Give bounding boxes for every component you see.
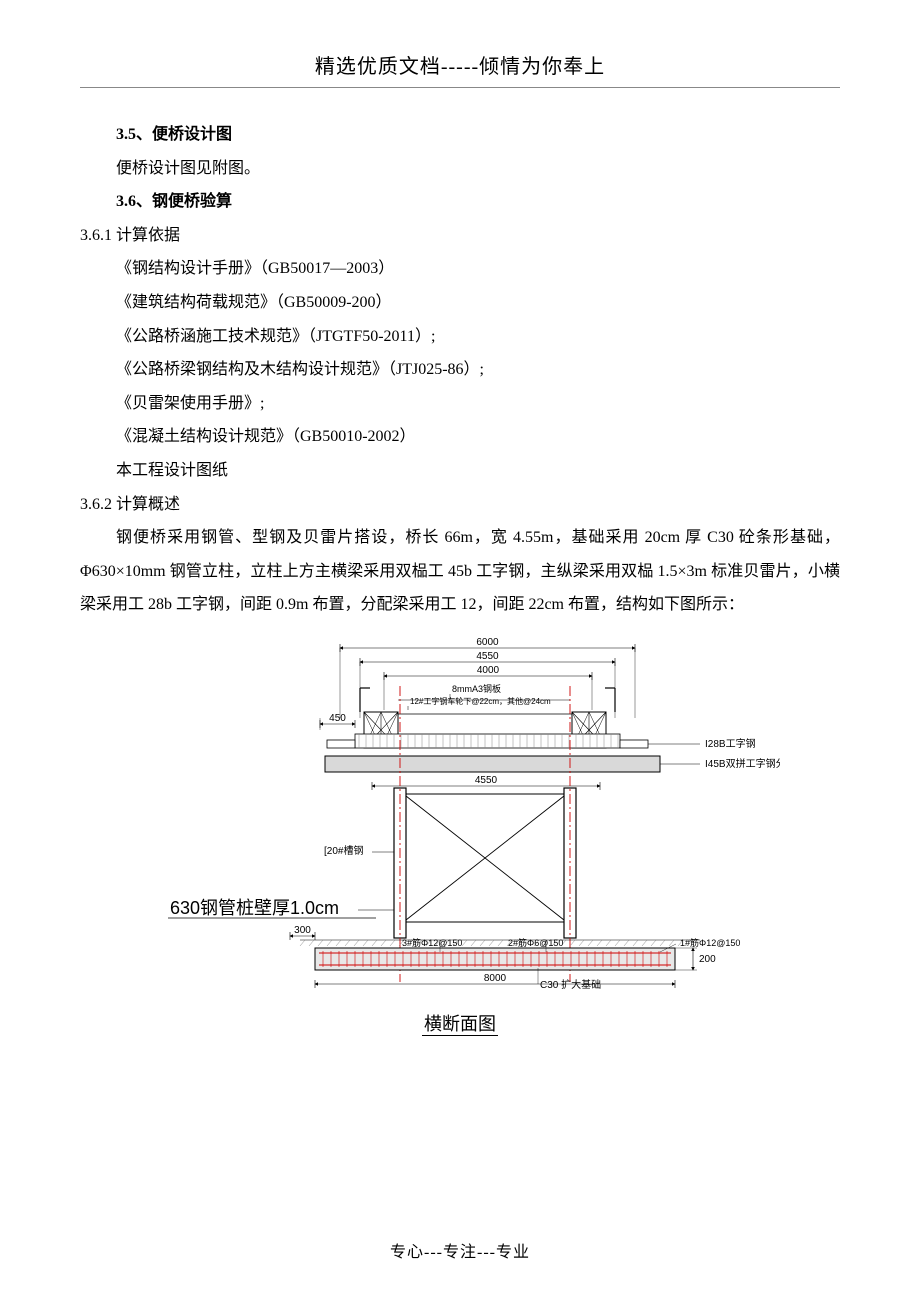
svg-text:2#筋Φ6@150: 2#筋Φ6@150 [508,937,563,948]
page-header: 精选优质文档-----倾情为你奉上 [80,50,840,88]
svg-text:I45B双拼工字钢分配梁: I45B双拼工字钢分配梁 [705,757,780,770]
para-3-5: 便桥设计图见附图。 [80,152,840,186]
svg-text:3#筋Φ12@150: 3#筋Φ12@150 [402,937,462,948]
svg-text:6000: 6000 [476,637,499,648]
svg-text:12#工字钢车轮下@22cm，其他@24cm: 12#工字钢车轮下@22cm，其他@24cm [410,696,551,706]
ref-2: 《公路桥涵施工技术规范》（JTGTF50-2011）; [80,320,840,354]
heading-3-6: 3.6、钢便桥验算 [80,185,840,219]
svg-text:450: 450 [329,713,346,724]
ref-3: 《公路桥梁钢结构及木结构设计规范》（JTJ025-86）; [80,353,840,387]
ref-5: 《混凝土结构设计规范》（GB50010-2002） [80,420,840,454]
svg-text:8mmA3钢板: 8mmA3钢板 [452,683,501,694]
heading-3-6-2: 3.6.2 计算概述 [80,488,840,522]
para-3-6-2: 钢便桥采用钢管、型钢及贝雷片搭设，桥长 66m，宽 4.55m，基础采用 20c… [80,521,840,622]
refs-tail: 本工程设计图纸 [80,454,840,488]
svg-text:1#筋Φ12@150: 1#筋Φ12@150 [680,937,740,948]
svg-text:8000: 8000 [484,973,507,984]
ref-1: 《建筑结构荷载规范》（GB50009-200） [80,286,840,320]
svg-text:C30 扩大基础: C30 扩大基础 [540,978,601,991]
svg-text:[20#槽钢: [20#槽钢 [324,844,363,857]
diagram-caption: 横断面图 [80,1010,840,1036]
cross-section-diagram: 6000 4550 4000 8mmA3钢板 12#工字钢车轮下@22cm，其他@24c… [80,628,840,1036]
svg-text:300: 300 [294,925,311,936]
heading-3-5: 3.5、便桥设计图 [80,118,840,152]
svg-text:4550: 4550 [475,775,498,786]
document-body: 3.5、便桥设计图 便桥设计图见附图。 3.6、钢便桥验算 3.6.1 计算依据… [80,118,840,622]
svg-text:630钢管桩壁厚1.0cm: 630钢管桩壁厚1.0cm [170,898,339,918]
svg-text:4550: 4550 [476,651,499,662]
svg-text:200: 200 [699,954,716,965]
svg-text:4000: 4000 [477,665,500,676]
heading-3-6-1: 3.6.1 计算依据 [80,219,840,253]
page-footer: 专心---专注---专业 [0,1238,920,1262]
ref-4: 《贝雷架使用手册》; [80,387,840,421]
ref-0: 《钢结构设计手册》（GB50017—2003） [80,252,840,286]
svg-text:I28B工字钢: I28B工字钢 [705,737,756,750]
